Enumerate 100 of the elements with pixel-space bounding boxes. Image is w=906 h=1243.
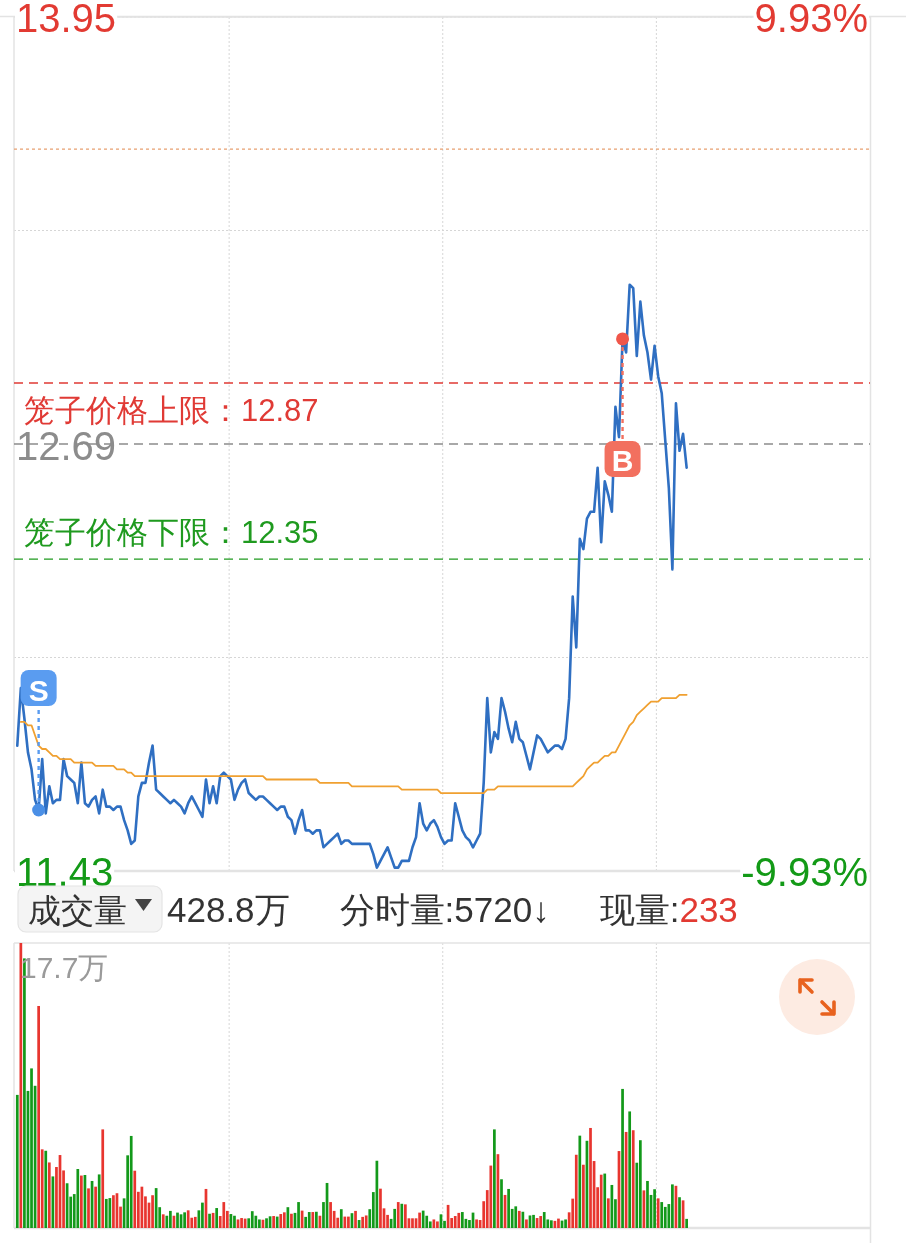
bar: [361, 1216, 364, 1228]
bar: [94, 1186, 97, 1228]
bar: [165, 1215, 169, 1228]
bar: [19, 943, 23, 1228]
ref-line-label: 笼子价格下限：12.35: [24, 515, 319, 551]
bar: [354, 1210, 357, 1228]
bar: [639, 1140, 642, 1228]
annotation: S: [28, 673, 49, 707]
bar: [557, 1218, 560, 1228]
bar: [222, 1202, 226, 1228]
bar: [176, 1212, 179, 1228]
bar: [311, 1212, 315, 1228]
text: 428.8万: [167, 890, 290, 929]
bar: [272, 1216, 275, 1228]
bar: [404, 1204, 407, 1228]
bar: [517, 1210, 521, 1228]
bar: [97, 1174, 101, 1228]
bar: [646, 1180, 649, 1228]
bar: [532, 1214, 535, 1228]
bar: [215, 1208, 219, 1228]
bar: [347, 1216, 350, 1228]
bar: [685, 1218, 688, 1228]
bar: [400, 1203, 404, 1228]
bar: [279, 1214, 283, 1228]
bar: [329, 1202, 332, 1228]
bar: [589, 1127, 592, 1228]
bar: [393, 1208, 397, 1228]
bar: [307, 1212, 311, 1228]
bar: [493, 1129, 496, 1228]
bar: [656, 1198, 660, 1228]
ref-line-label: 笼子价格上限：12.87: [24, 393, 319, 428]
bar: [489, 1165, 493, 1228]
bar: [500, 1179, 503, 1228]
bar: [621, 1088, 624, 1228]
bar: [250, 1211, 254, 1228]
bar: [44, 1150, 48, 1228]
bar: [418, 1212, 421, 1228]
bar: [411, 1218, 414, 1228]
bar: [525, 1219, 528, 1228]
annotation: B: [611, 444, 634, 478]
bar: [339, 1209, 343, 1228]
bar: [161, 1214, 165, 1228]
bar: [186, 1210, 190, 1228]
bar: [421, 1210, 425, 1228]
bar: [628, 1111, 632, 1228]
bar: [297, 1202, 300, 1228]
bar: [47, 1162, 51, 1228]
bar: [514, 1206, 518, 1228]
bar: [265, 1218, 268, 1228]
text: 分时量:5720↓: [339, 890, 550, 929]
bar: [606, 1198, 610, 1228]
y-tick-label: 11.43: [16, 850, 114, 894]
bar: [574, 1154, 578, 1228]
bar: [425, 1215, 429, 1228]
bar: [457, 1212, 461, 1228]
bar: [80, 1175, 83, 1228]
bar: [549, 1220, 553, 1228]
bar: [653, 1189, 656, 1228]
bar: [475, 1219, 478, 1228]
bar: [101, 1129, 105, 1228]
y-tick-label: 13.95: [16, 0, 117, 40]
bar: [660, 1202, 664, 1228]
bar: [671, 1184, 674, 1228]
bar: [396, 1202, 400, 1228]
bar: [129, 1135, 133, 1228]
bar: [453, 1216, 457, 1228]
bar: [436, 1221, 439, 1228]
bar: [151, 1195, 154, 1228]
bar: [599, 1174, 603, 1228]
bar: [315, 1211, 318, 1228]
bar: [104, 1198, 108, 1228]
bar: [304, 1216, 308, 1228]
y2-tick-label: 9.93%: [754, 0, 868, 40]
bar: [343, 1216, 347, 1228]
bar: [290, 1213, 293, 1228]
bar: [233, 1215, 236, 1228]
bar: [193, 1216, 197, 1228]
bar: [379, 1188, 382, 1228]
bar: [30, 1068, 33, 1228]
bar: [282, 1212, 286, 1228]
bar: [631, 1130, 635, 1228]
bar: [539, 1216, 543, 1228]
bar: [678, 1197, 681, 1228]
bar: [87, 1188, 90, 1228]
bar: [133, 1170, 137, 1228]
bar: [564, 1219, 567, 1228]
bar: [243, 1218, 247, 1228]
bar: [169, 1210, 172, 1228]
bar: [201, 1202, 204, 1228]
text: 现量:233: [599, 890, 738, 929]
bar: [258, 1219, 261, 1228]
bar: [37, 1005, 40, 1228]
bar: [578, 1135, 582, 1228]
bar: [542, 1212, 546, 1228]
chart-title: 成交量: [28, 892, 127, 929]
bar: [582, 1164, 585, 1228]
bar: [15, 1094, 19, 1228]
bar: [275, 1216, 279, 1228]
bar: [183, 1212, 186, 1228]
bar: [663, 1206, 667, 1228]
